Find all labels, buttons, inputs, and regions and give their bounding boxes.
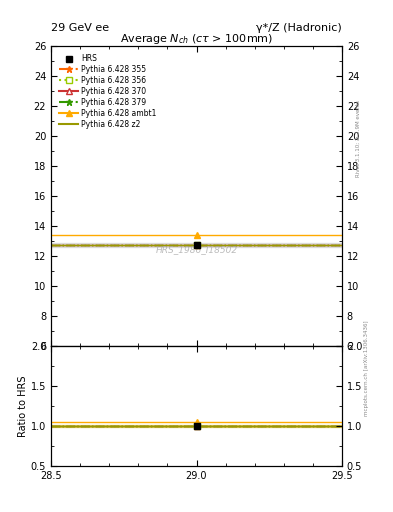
Title: Average $N_{ch}$ ($c\tau$ > 100mm): Average $N_{ch}$ ($c\tau$ > 100mm) — [120, 32, 273, 46]
Bar — [51, 243, 342, 247]
Text: mcplots.cern.ch [arXiv:1306.3436]: mcplots.cern.ch [arXiv:1306.3436] — [364, 321, 369, 416]
Legend: HRS, Pythia 6.428 355, Pythia 6.428 356, Pythia 6.428 370, Pythia 6.428 379, Pyt: HRS, Pythia 6.428 355, Pythia 6.428 356,… — [58, 53, 158, 131]
Text: 29 GeV ee: 29 GeV ee — [51, 23, 109, 33]
Text: HRS_1986_I18502: HRS_1986_I18502 — [156, 245, 237, 254]
Y-axis label: Ratio to HRS: Ratio to HRS — [18, 375, 28, 437]
Text: γ*/Z (Hadronic): γ*/Z (Hadronic) — [256, 23, 342, 33]
Bar — [51, 425, 342, 426]
Text: Rivet 3.1.10; ≥ 2.9M events: Rivet 3.1.10; ≥ 2.9M events — [356, 100, 361, 177]
